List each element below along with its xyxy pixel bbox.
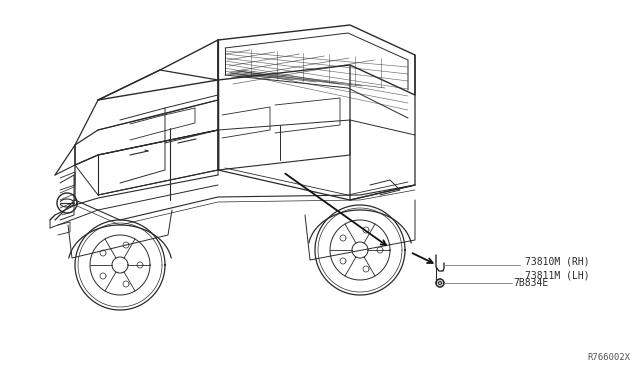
Text: 73811M (LH): 73811M (LH) <box>525 270 589 280</box>
Polygon shape <box>436 279 444 287</box>
Text: R766002X: R766002X <box>587 353 630 362</box>
Text: 73810M (RH): 73810M (RH) <box>525 257 589 267</box>
Text: 7B834E: 7B834E <box>513 278 548 288</box>
